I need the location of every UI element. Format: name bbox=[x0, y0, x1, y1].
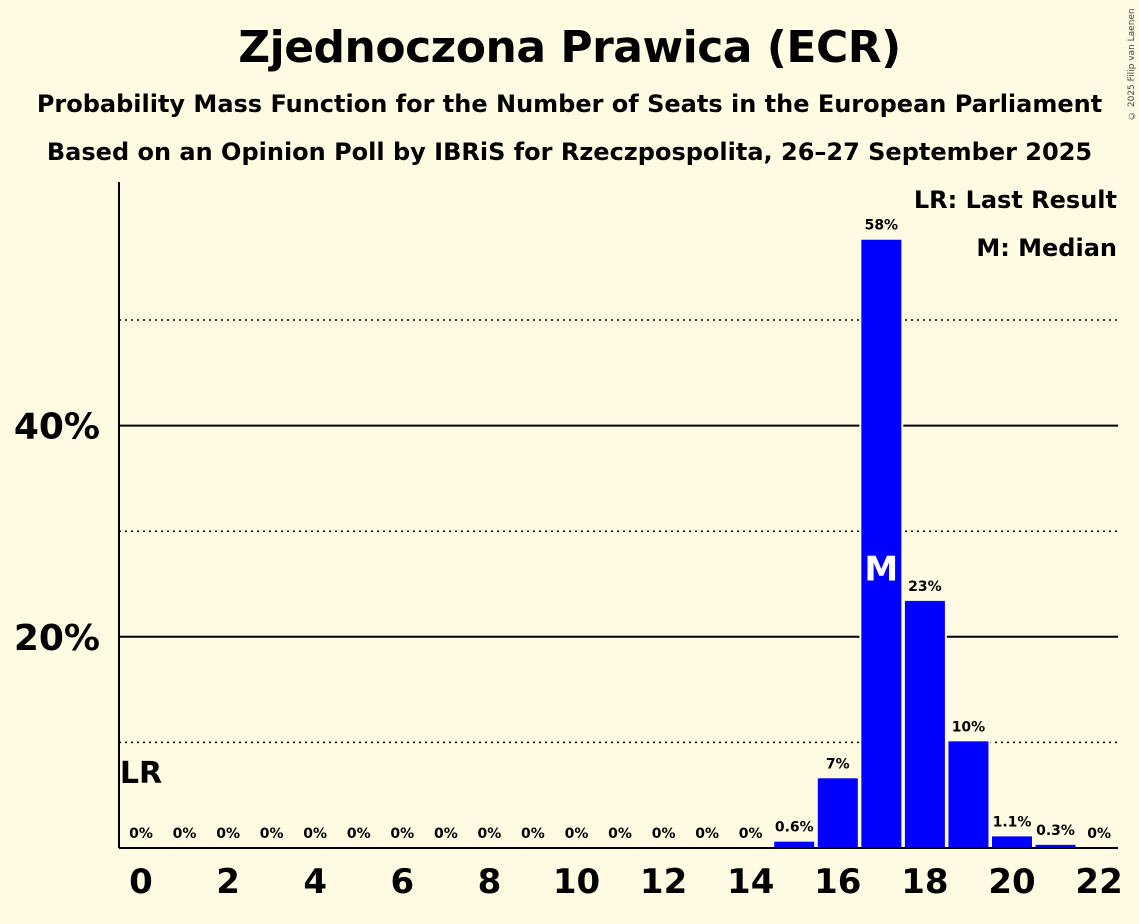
data-label: 0% bbox=[303, 826, 327, 842]
legend-last-result: LR: Last Result bbox=[913, 186, 1117, 214]
data-label: 0% bbox=[608, 826, 632, 842]
data-label: 0% bbox=[434, 826, 458, 842]
chart-title: Zjednoczona Prawica (ECR) bbox=[238, 22, 901, 73]
data-label: 7% bbox=[826, 756, 850, 772]
x-tick-label: 8 bbox=[478, 862, 502, 902]
x-tick-label: 12 bbox=[640, 862, 687, 902]
chart-subtitle: Probability Mass Function for the Number… bbox=[36, 90, 1103, 118]
bar bbox=[904, 600, 945, 848]
data-label: 10% bbox=[952, 719, 986, 735]
data-label: 0% bbox=[260, 826, 284, 842]
data-label: 0% bbox=[390, 826, 414, 842]
y-tick-label: 20% bbox=[14, 618, 100, 659]
data-label: 58% bbox=[865, 218, 899, 234]
x-tick-label: 4 bbox=[303, 862, 327, 902]
data-label: 1.1% bbox=[993, 814, 1032, 830]
data-label: 0.6% bbox=[775, 820, 814, 836]
median-marker: M bbox=[864, 549, 898, 589]
bar bbox=[948, 741, 989, 848]
chart-source: Based on an Opinion Poll by IBRiS for Rz… bbox=[46, 138, 1093, 166]
data-label: 0% bbox=[695, 826, 719, 842]
data-label: 0% bbox=[347, 826, 371, 842]
data-label: 0% bbox=[216, 826, 240, 842]
data-label: 0% bbox=[478, 826, 502, 842]
data-label: 23% bbox=[908, 579, 942, 595]
bar bbox=[817, 778, 858, 848]
y-tick-label: 40% bbox=[14, 407, 100, 448]
x-tick-label: 2 bbox=[216, 862, 240, 902]
data-label: 0% bbox=[652, 826, 676, 842]
data-label: 0.3% bbox=[1036, 823, 1075, 839]
bar bbox=[1035, 844, 1076, 848]
x-tick-label: 20 bbox=[988, 862, 1035, 902]
data-label: 0% bbox=[565, 826, 589, 842]
data-label: 0% bbox=[739, 826, 763, 842]
x-tick-label: 16 bbox=[814, 862, 861, 902]
data-label: 0% bbox=[173, 826, 197, 842]
x-tick-label: 6 bbox=[390, 862, 414, 902]
data-label: 0% bbox=[1087, 826, 1111, 842]
x-tick-label: 14 bbox=[727, 862, 774, 902]
x-tick-label: 0 bbox=[129, 862, 153, 902]
data-label: 0% bbox=[521, 826, 545, 842]
bar bbox=[774, 841, 815, 848]
bar bbox=[861, 239, 902, 848]
x-tick-label: 10 bbox=[553, 862, 600, 902]
legend-median: M: Median bbox=[976, 234, 1117, 262]
data-label: 0% bbox=[129, 826, 153, 842]
last-result-marker: LR bbox=[120, 756, 162, 791]
x-tick-label: 22 bbox=[1075, 862, 1122, 902]
bar bbox=[992, 836, 1032, 848]
x-tick-label: 18 bbox=[901, 862, 948, 902]
